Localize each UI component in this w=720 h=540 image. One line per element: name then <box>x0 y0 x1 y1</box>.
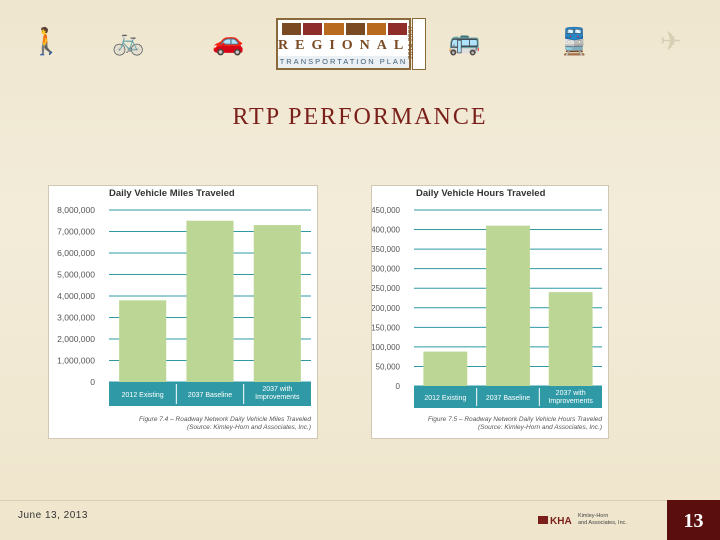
chart-vht-panel: Daily Vehicle Hours Traveled 450,000 400,0… <box>371 185 609 439</box>
car-icon: 🚗 <box>212 26 245 56</box>
chart-vht-category-band <box>414 386 602 408</box>
chart-vmt-caption-line2: (Source: Kimley-Horn and Associates, Inc… <box>186 424 311 431</box>
chart-vht-ytick: 400,000 <box>372 226 401 235</box>
chart-vht-ytick: 450,000 <box>372 206 401 215</box>
chart-vmt-ytick: 3,000,000 <box>57 313 95 323</box>
bike-icon: 🚲 <box>112 26 145 56</box>
chart-vmt-ytick: 8,000,000 <box>57 205 95 215</box>
chart-vht-ytick: 250,000 <box>372 284 401 293</box>
chart-vmt-ytick: 5,000,000 <box>57 270 95 280</box>
chart-vht-caption: Figure 7.5 – Roadway Network Daily Vehic… <box>428 416 602 432</box>
chart-vmt: Daily Vehicle Miles Traveled 8,000,000 7,0… <box>57 188 311 406</box>
chart-vmt-caption: Figure 7.4 – Roadway Network Daily Vehic… <box>139 416 311 432</box>
chart-vmt-xtick: 2037 with Improvements <box>255 386 300 401</box>
chart-vmt-bar <box>119 300 167 382</box>
chart-vht-caption-line1: Figure 7.5 – Roadway Network Daily Vehic… <box>427 416 602 423</box>
chart-vht-xtick: 2012 Existing <box>424 395 466 402</box>
footer-date: June 13, 2013 <box>18 510 88 521</box>
chart-vmt-ytick: 2,000,000 <box>57 334 95 344</box>
logo-word: REGIONAL <box>278 38 411 53</box>
slide-title: RTP PERFORMANCE <box>232 104 488 130</box>
chart-vmt-xtick: 2037 Baseline <box>188 392 232 399</box>
chart-vht-ytick: 350,000 <box>372 245 401 254</box>
chart-vht-ytick: 50,000 <box>376 362 401 371</box>
page-number-box <box>667 500 720 540</box>
company-mark: KHA <box>550 516 572 526</box>
chart-vht-ytick: 0 <box>396 382 401 391</box>
chart-vmt-title: Daily Vehicle Miles Traveled <box>109 188 235 199</box>
chart-vmt-ytick: 0 <box>90 377 95 387</box>
chart-vht-bar <box>548 292 593 386</box>
chart-vmt-bar <box>253 225 301 382</box>
plane-icon: ✈ <box>660 26 682 56</box>
bus-icon: 🚌 <box>448 26 481 56</box>
chart-vht-bar <box>486 225 530 386</box>
company-logo-icon: KHA <box>538 516 572 526</box>
chart-vmt-ytick: 4,000,000 <box>57 291 95 301</box>
chart-vht-title: Daily Vehicle Hours Traveled <box>416 188 546 199</box>
chart-vmt-category-band <box>109 382 311 406</box>
company-name-line2: and Associates, Inc. <box>578 520 627 526</box>
rtp-logo: REGIONAL TRANSPORTATION PLAN <box>276 18 411 70</box>
chart-vmt-ytick: 6,000,000 <box>57 248 95 258</box>
chart-vmt-xtick: 2012 Existing <box>122 392 164 399</box>
chart-vmt-ytick: 1,000,000 <box>57 356 95 366</box>
logo-years-label: 2014-2037 <box>408 25 416 60</box>
chart-vmt-ytick: 7,000,000 <box>57 227 95 237</box>
logo-icon-strip <box>282 23 408 35</box>
logo-subtitle: TRANSPORTATION PLAN <box>278 56 409 68</box>
chart-vht-ytick: 200,000 <box>372 304 401 313</box>
page-number: 13 <box>683 510 704 532</box>
walk-icon: 🚶 <box>30 26 63 56</box>
chart-vht-xtick: 2037 Baseline <box>486 395 530 402</box>
chart-vmt-bar <box>186 220 234 382</box>
chart-vmt-caption-line1: Figure 7.4 – Roadway Network Daily Vehic… <box>139 416 311 423</box>
logo-years: 2014-2037 <box>408 18 426 70</box>
chart-vht-ytick: 100,000 <box>372 343 401 352</box>
chart-vmt-panel: Daily Vehicle Miles Traveled 8,000,000 7,0… <box>48 185 318 439</box>
company-name: Kimley-Horn and Associates, Inc. <box>578 513 627 527</box>
chart-vht-xtick: 2037 with Improvements <box>548 390 593 405</box>
company-name-line1: Kimley-Horn <box>578 513 609 519</box>
chart-vht: Daily Vehicle Hours Traveled 450,000 400,0… <box>372 188 602 408</box>
chart-vht-bar <box>423 351 468 386</box>
train-icon: 🚆 <box>558 26 591 56</box>
chart-vht-ytick: 150,000 <box>372 323 401 332</box>
footer-divider <box>0 500 668 501</box>
header-banner: 🚶 🚲 🚗 🚌 🚆 ✈ REGIONAL TRANSPORTATION PLAN… <box>0 0 720 80</box>
chart-vht-ytick: 300,000 <box>372 265 401 274</box>
chart-vht-caption-line2: (Source: Kimley-Horn and Associates, Inc… <box>477 424 602 431</box>
